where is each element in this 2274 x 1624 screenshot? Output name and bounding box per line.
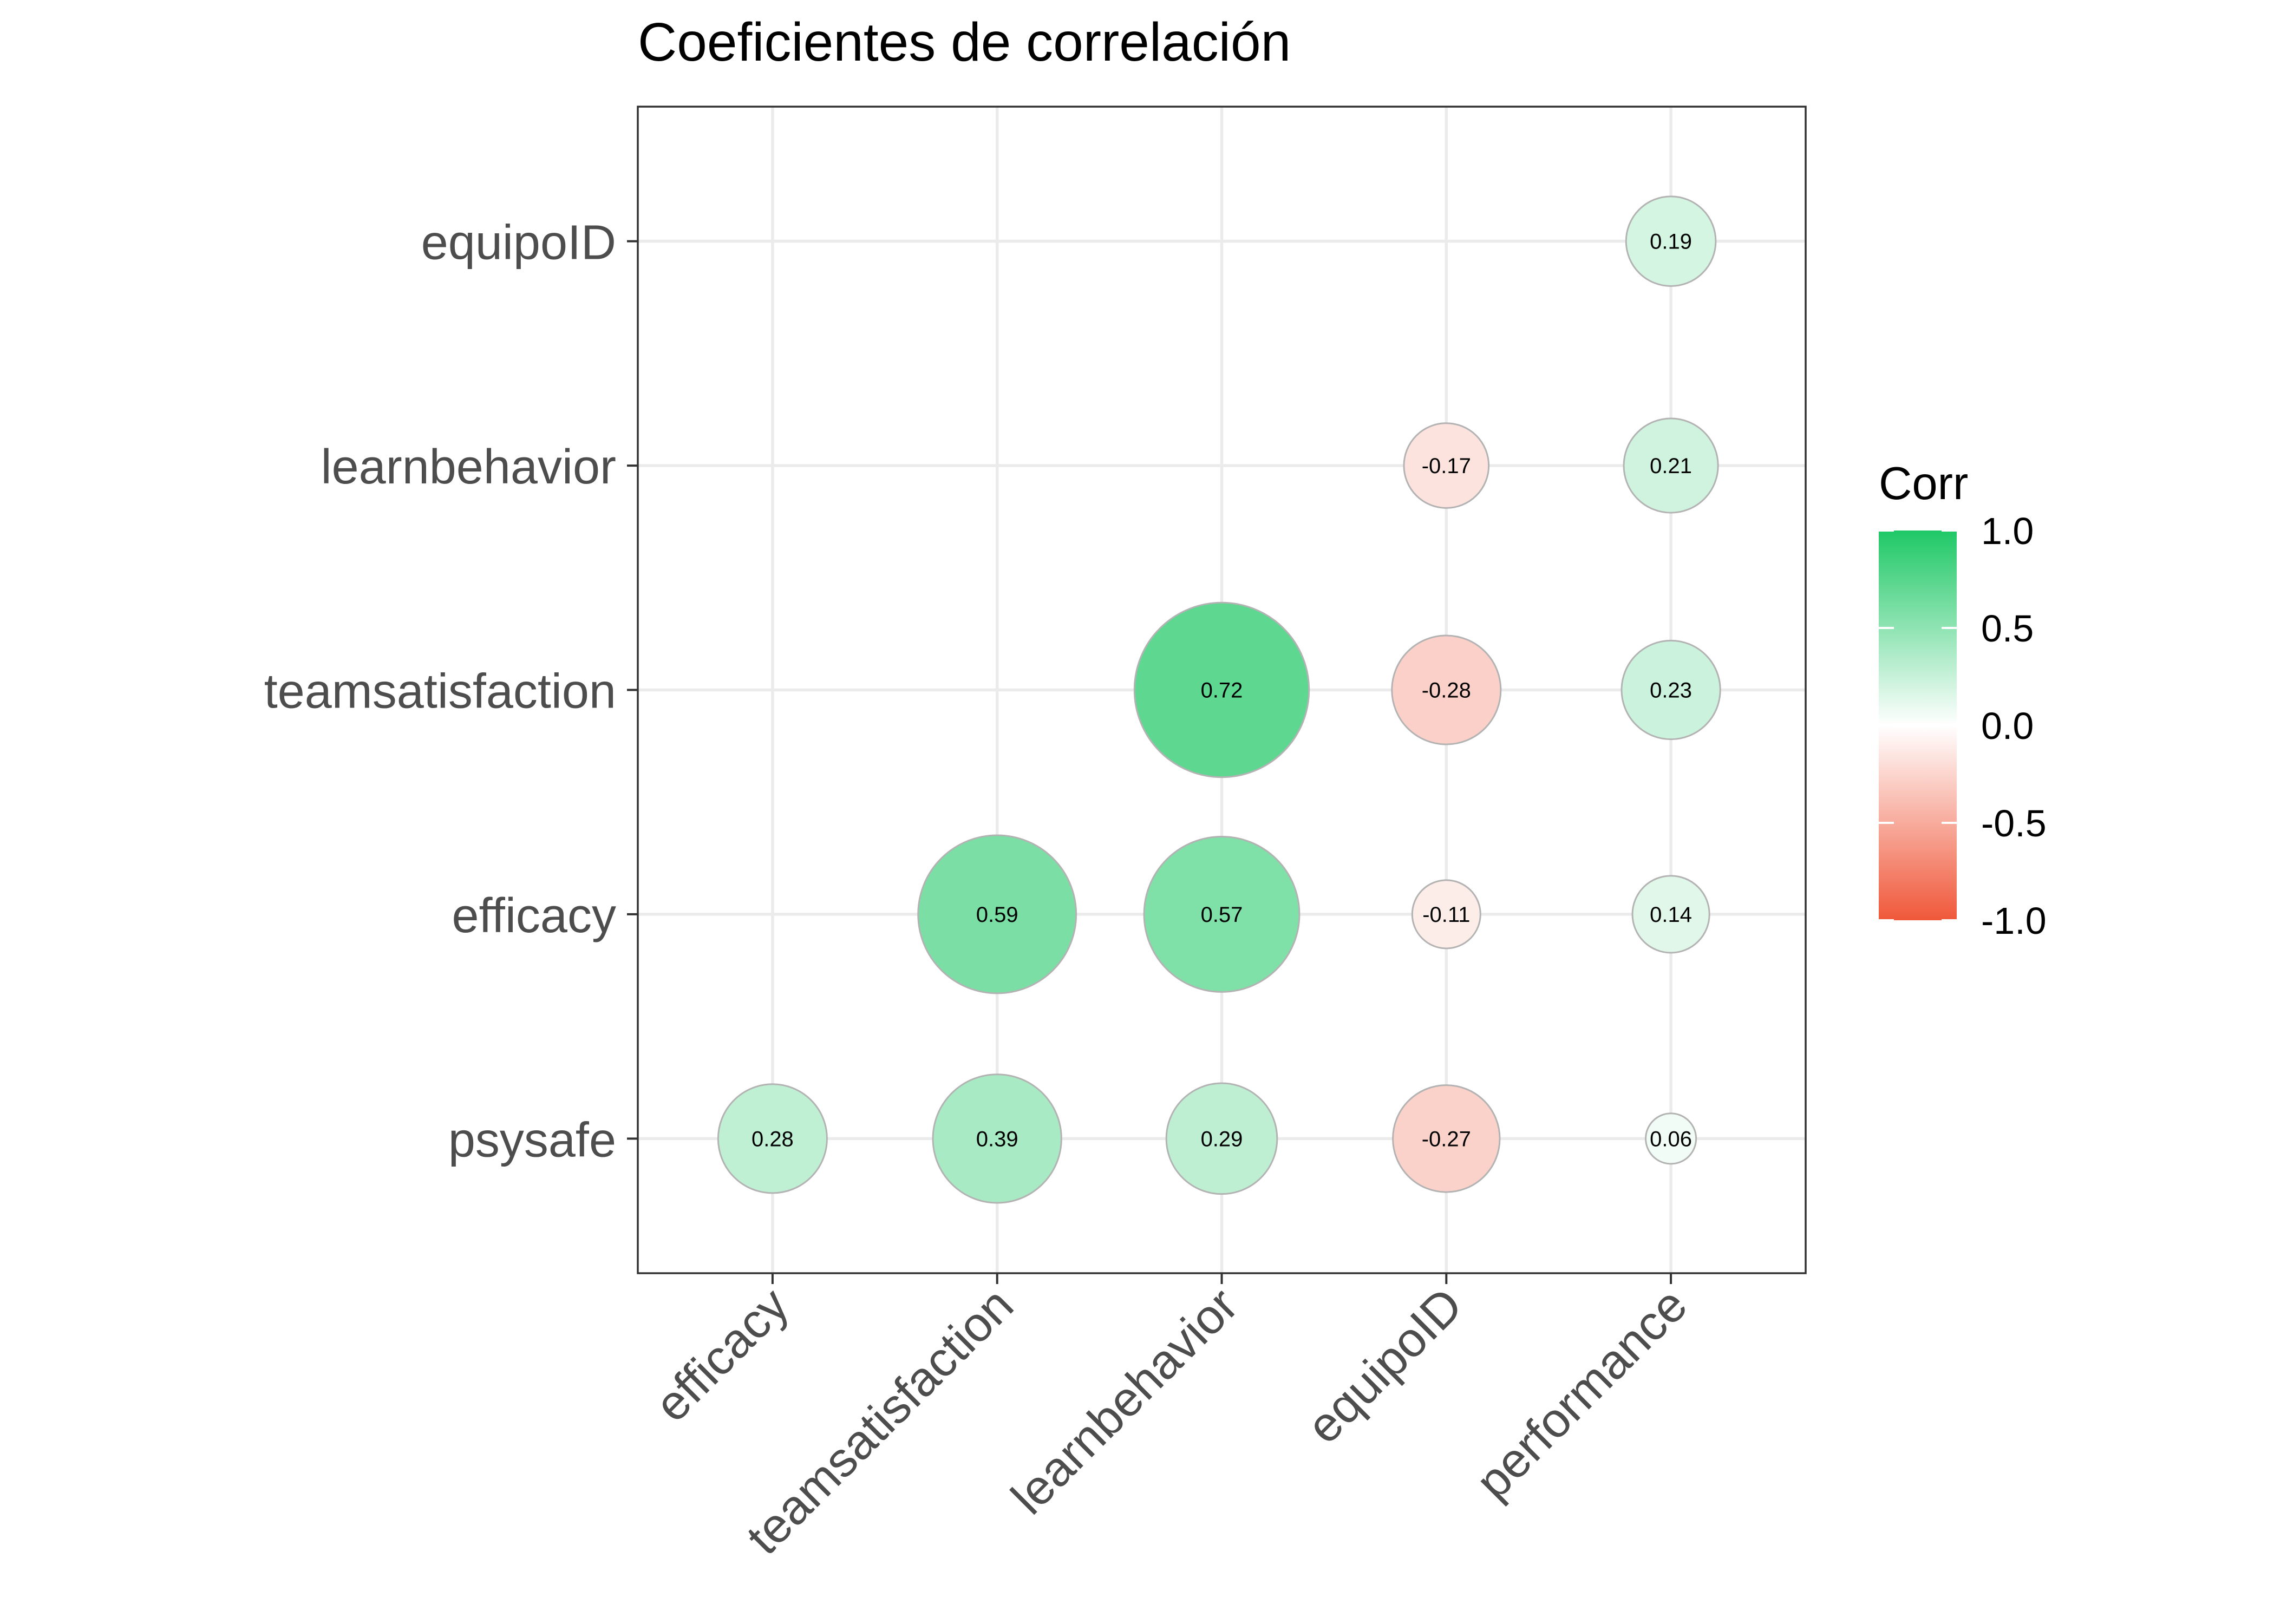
corr-value-label-psysafe-efficacy: 0.28 — [752, 1127, 794, 1151]
corr-value-label-learnbehavior-performance: 0.21 — [1650, 454, 1692, 478]
corr-point-psysafe-performance — [1645, 1112, 1697, 1165]
corr-value-label-psysafe-performance: 0.06 — [1650, 1127, 1692, 1151]
corr-value-label-learnbehavior-equipoID: -0.17 — [1422, 454, 1471, 478]
corr-point-psysafe-teamsatisfaction — [932, 1073, 1062, 1204]
x-tick-label-equipoID: equipoID — [1297, 1278, 1473, 1453]
legend-tick-label-0.5: 0.5 — [1981, 607, 2034, 650]
corr-value-label-efficacy-teamsatisfaction: 0.59 — [976, 903, 1018, 927]
corr-value-label-psysafe-teamsatisfaction: 0.39 — [976, 1127, 1018, 1151]
corr-value-label-efficacy-performance: 0.14 — [1650, 903, 1692, 927]
y-tick-label-learnbehavior: learnbehavior — [321, 440, 616, 494]
corr-point-equipoID-performance — [1625, 195, 1717, 287]
x-tick-label-performance: performance — [1466, 1278, 1697, 1509]
x-tick-label-learnbehavior: learnbehavior — [1001, 1278, 1248, 1524]
corr-point-efficacy-equipoID — [1411, 879, 1481, 949]
corr-value-label-teamsatisfaction-equipoID: -0.28 — [1422, 679, 1471, 703]
corr-point-teamsatisfaction-equipoID — [1391, 634, 1502, 745]
y-tick-label-equipoID: equipoID — [421, 216, 616, 270]
legend-tick-label-0.0: 0.0 — [1981, 705, 2034, 747]
corr-point-teamsatisfaction-learnbehavior — [1133, 601, 1310, 778]
corr-value-label-equipoID-performance: 0.19 — [1650, 230, 1692, 254]
corr-point-efficacy-teamsatisfaction — [917, 834, 1077, 994]
corr-value-label-teamsatisfaction-learnbehavior: 0.72 — [1201, 679, 1243, 703]
y-tick-label-psysafe: psysafe — [448, 1113, 616, 1167]
corr-value-label-efficacy-learnbehavior: 0.57 — [1201, 903, 1243, 927]
corr-value-label-efficacy-equipoID: -0.11 — [1422, 903, 1470, 927]
corr-point-psysafe-learnbehavior — [1165, 1082, 1278, 1195]
legend-tick-label-1.0: 1.0 — [1981, 510, 2034, 552]
corr-point-efficacy-learnbehavior — [1143, 835, 1301, 993]
chart-title: Coeficientes de correlación — [638, 12, 1291, 73]
corr-point-teamsatisfaction-performance — [1620, 639, 1721, 741]
legend-title: Corr — [1879, 458, 1968, 509]
x-tick-label-efficacy: efficacy — [645, 1278, 799, 1432]
legend-tick-label--1.0: -1.0 — [1981, 900, 2047, 942]
corr-point-efficacy-performance — [1631, 875, 1710, 954]
y-tick-label-teamsatisfaction: teamsatisfaction — [264, 665, 616, 719]
corr-value-label-psysafe-learnbehavior: 0.29 — [1201, 1127, 1243, 1151]
corr-point-psysafe-equipoID — [1392, 1084, 1501, 1193]
corr-value-label-psysafe-equipoID: -0.27 — [1422, 1127, 1471, 1151]
corr-point-psysafe-efficacy — [717, 1083, 828, 1194]
correlation-points: 0.28 0.39 0.29 -0.27 0.06 0.59 0.57 -0.11 0.14 0.… — [717, 195, 1721, 1204]
corr-point-learnbehavior-performance — [1623, 417, 1719, 514]
legend: Corr 1.0 0.5 0.0 -0.5 -1.0 — [1879, 458, 2047, 942]
legend-ticks: 1.0 0.5 0.0 -0.5 -1.0 — [1879, 510, 2047, 942]
corr-point-learnbehavior-equipoID — [1403, 422, 1490, 509]
y-tick-label-efficacy: efficacy — [452, 889, 617, 943]
corr-value-label-teamsatisfaction-performance: 0.23 — [1650, 679, 1692, 703]
legend-tick-label--0.5: -0.5 — [1981, 802, 2047, 844]
